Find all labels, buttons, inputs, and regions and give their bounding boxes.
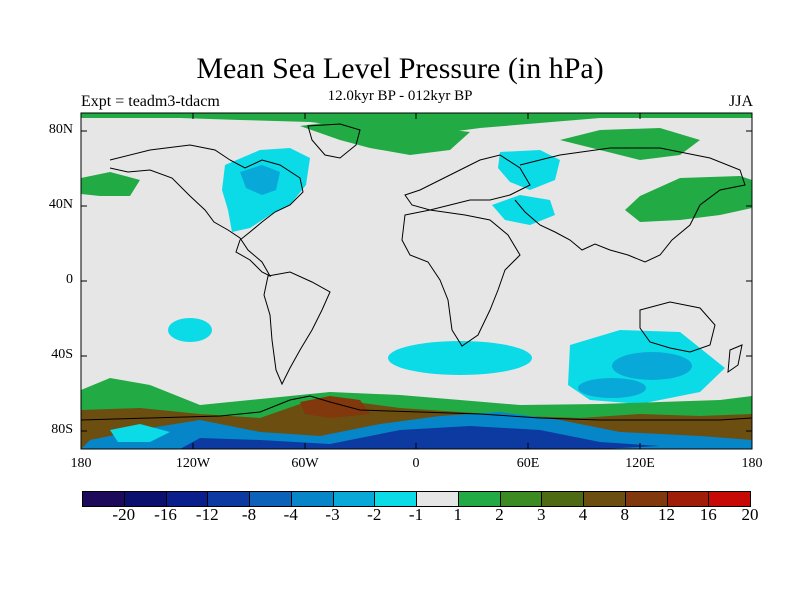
alaska-positive-anomaly xyxy=(81,172,140,196)
asia-coast xyxy=(514,147,746,263)
experiment-label: Expt = teadm3-tdacm xyxy=(81,93,220,110)
axis-ticks xyxy=(81,113,752,449)
season-label: JJA xyxy=(728,93,753,110)
indian-ocean-core-negative xyxy=(612,352,692,380)
greenland-positive-anomaly xyxy=(300,120,470,155)
south-america-coast xyxy=(263,271,331,386)
lon-tick-label: 180 xyxy=(70,456,92,471)
europe-coast xyxy=(404,154,531,211)
lat-tick-label: 40N xyxy=(48,197,73,212)
colorbar-label: -4 xyxy=(283,505,298,524)
lat-tick-label: 40S xyxy=(51,347,73,362)
north-america-coast xyxy=(109,144,304,278)
europe-negative-anomaly xyxy=(498,150,560,190)
indian-ocean-core-negative-2 xyxy=(578,378,646,398)
siberia-positive-anomaly xyxy=(560,128,700,160)
arctic-positive-anomaly xyxy=(81,113,752,136)
colorbar-label: -3 xyxy=(325,505,340,524)
new-zealand-coast xyxy=(727,344,743,374)
lon-tick-label: 60E xyxy=(516,456,540,471)
colorbar-label: -1 xyxy=(408,505,424,524)
africa-coast xyxy=(401,209,521,347)
lon-tick-label: 120E xyxy=(625,456,655,471)
colorbar-swatch xyxy=(708,491,751,507)
colorbar-label: 8 xyxy=(620,505,630,524)
lon-tick-label: 60W xyxy=(291,456,319,471)
australia-coast xyxy=(639,301,716,353)
south-atlantic-negative-anomaly xyxy=(388,341,532,375)
colorbar-label: 20 xyxy=(741,505,759,524)
colorbar-label: -8 xyxy=(241,505,257,524)
colorbar-label: 12 xyxy=(658,505,675,524)
south-pacific-negative-anomaly xyxy=(168,318,212,342)
colorbar-label: 4 xyxy=(578,505,588,524)
map-title: Mean Sea Level Pressure (in hPa) xyxy=(196,52,604,85)
colorbar-label: -16 xyxy=(154,505,177,524)
colorbar-label: -2 xyxy=(367,505,382,524)
lon-tick-label: 180 xyxy=(741,456,763,471)
colorbar-label: 3 xyxy=(537,505,546,524)
antarctica-coast xyxy=(81,395,752,421)
colorbar-label: 16 xyxy=(699,505,717,524)
antarctic-core-negative xyxy=(180,426,660,449)
lon-tick-label: 120W xyxy=(175,456,211,471)
colorbar-label: 1 xyxy=(453,505,463,524)
lat-tick-label: 0 xyxy=(66,272,73,287)
map-subtitle: 12.0kyr BP - 012kyr BP xyxy=(327,88,473,104)
antarctic-red-anomaly xyxy=(300,396,370,418)
lon-tick-label: 0 xyxy=(412,456,420,471)
lat-tick-label: 80S xyxy=(51,422,73,437)
antarctic-light-negative xyxy=(110,424,170,442)
colorbar-label: -20 xyxy=(112,505,136,524)
greenland-coast xyxy=(307,123,361,159)
north-america-core-negative xyxy=(240,165,280,195)
colorbar-label: -12 xyxy=(195,505,219,524)
coastlines xyxy=(81,123,752,421)
colorbar-label: 2 xyxy=(495,505,504,524)
kamchatka-positive-anomaly xyxy=(625,176,752,222)
lat-tick-label: 80N xyxy=(48,122,73,137)
